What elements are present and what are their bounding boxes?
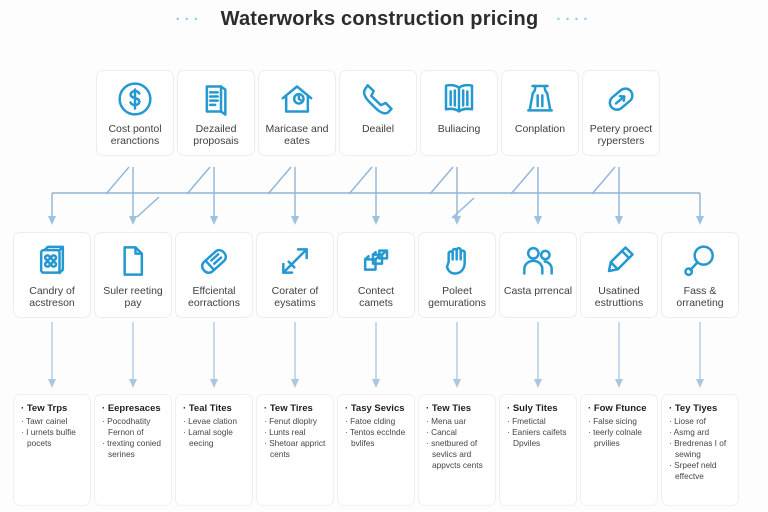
detail-item: Tentos ecclnde bvlifes xyxy=(345,427,411,449)
card-pencil: Usatined estruttions xyxy=(580,232,658,318)
battery-icon xyxy=(194,241,234,281)
detail-item: Fatoe clding xyxy=(345,416,411,427)
detail-item: Asmg ard xyxy=(669,427,735,438)
card-label: Suler reeting pay xyxy=(103,285,163,310)
detail-item: Eaniers caifets Dpviles xyxy=(507,427,573,449)
detail-box-6: Tew Ties Mena uar Cancal snetbured of se… xyxy=(418,394,496,506)
page-title: Waterworks construction pricing xyxy=(220,7,539,30)
pencil-icon xyxy=(599,241,639,281)
magnifier-icon xyxy=(680,241,720,281)
row1-to-row2-arrows xyxy=(48,166,704,225)
card-label: Buliacing xyxy=(437,123,481,135)
card-label: Effciental eorractions xyxy=(188,285,240,310)
card-phone: Deailel xyxy=(339,70,417,156)
card-calc: Candry of acstreson xyxy=(13,232,91,318)
card-people: Casta prrencal xyxy=(499,232,577,318)
card-label: Corater of eysatims xyxy=(271,285,319,310)
detail-box-9: Tey Tiyes Liose rof Asmg ard Bredrenas I… xyxy=(661,394,739,506)
file-icon xyxy=(113,241,153,281)
title-dots-right: ···· xyxy=(556,10,593,28)
detail-item: Fenut dloplry xyxy=(264,416,330,427)
key-icon xyxy=(601,79,641,119)
card-cost-control: Cost pontol eranctions xyxy=(96,70,174,156)
card-magnifier: Fass & orraneting xyxy=(661,232,739,318)
detail-box-header: Tew Ties xyxy=(426,403,492,414)
detail-item: Levae clation xyxy=(183,416,249,427)
detail-item: Pocodhatity Fernon of xyxy=(102,416,168,438)
card-label: Poleet gemurations xyxy=(428,285,486,310)
detail-box-row: Tew Trps Tawr cainel I urnets bulfie poc… xyxy=(13,394,739,506)
card-house: Maricase and eates xyxy=(258,70,336,156)
title-dots-left: ··· xyxy=(175,10,203,28)
card-label: Conplation xyxy=(514,123,566,135)
house-icon xyxy=(277,79,317,119)
document-icon xyxy=(196,79,236,119)
hand-icon xyxy=(437,241,477,281)
detail-box-header: Tey Tiyes xyxy=(669,403,735,414)
detail-box-header: Tew Tires xyxy=(264,403,330,414)
detail-box-header: Teal Tites xyxy=(183,403,249,414)
detail-box-2: Eepresaces Pocodhatity Fernon of trextin… xyxy=(94,394,172,506)
rocket-arrow-icon xyxy=(275,241,315,281)
card-label: Deailel xyxy=(361,123,395,135)
card-proposals: Dezailed proposais xyxy=(177,70,255,156)
detail-box-1: Tew Trps Tawr cainel I urnets bulfie poc… xyxy=(13,394,91,506)
people-icon xyxy=(518,241,558,281)
detail-item: snetbured of sevlics ard appvcts cents xyxy=(426,438,492,471)
detail-item: Liose rof xyxy=(669,416,735,427)
card-label: Dezailed proposais xyxy=(193,123,239,148)
detail-item: Lamal sogle eecing xyxy=(183,427,249,449)
row2-to-row3-arrows xyxy=(48,322,704,388)
dollar-circle-icon xyxy=(115,79,155,119)
detail-box-header: Tew Trps xyxy=(21,403,87,414)
detail-box-header: Eepresaces xyxy=(102,403,168,414)
card-battery: Effciental eorractions xyxy=(175,232,253,318)
detail-box-8: Fow Ftunce False sicing teerly colnale p… xyxy=(580,394,658,506)
detail-item: Tawr cainel xyxy=(21,416,87,427)
detail-item: Cancal xyxy=(426,427,492,438)
top-card-row: Cost pontol eranctions Dezailed proposai… xyxy=(96,70,660,156)
detail-item: teerly colnale prvilies xyxy=(588,427,654,449)
title-bar: ··· Waterworks construction pricing ···· xyxy=(0,3,768,35)
card-label: Fass & orraneting xyxy=(676,285,724,310)
card-label: Candry of acstreson xyxy=(29,285,75,310)
detail-item: Mena uar xyxy=(426,416,492,427)
detail-box-header: Suly Tites xyxy=(507,403,573,414)
detail-box-header: Fow Ftunce xyxy=(588,403,654,414)
detail-item: I urnets bulfie pocets xyxy=(21,427,87,449)
detail-item: Shetoar apprict cents xyxy=(264,438,330,460)
card-label: Usatined estruttions xyxy=(594,285,644,310)
detail-box-5: Tasy Sevics Fatoe clding Tentos ecclnde … xyxy=(337,394,415,506)
card-label: Petery proect rypersters xyxy=(589,123,653,148)
detail-box-header: Tasy Sevics xyxy=(345,403,411,414)
phone-icon xyxy=(358,79,398,119)
card-book: Buliacing xyxy=(420,70,498,156)
detail-item: Srpeef neld effectve xyxy=(669,460,735,482)
cubes-icon xyxy=(356,241,396,281)
detail-item: Bredrenas I of sewing xyxy=(669,438,735,460)
card-hand: Poleet gemurations xyxy=(418,232,496,318)
card-label: Cost pontol eranctions xyxy=(108,123,162,148)
detail-item: Fmetictal xyxy=(507,416,573,427)
card-label: Contect camets xyxy=(357,285,395,310)
detail-item: False sicing xyxy=(588,416,654,427)
card-cubes: Contect camets xyxy=(337,232,415,318)
detail-box-3: Teal Tites Levae clation Lamal sogle eec… xyxy=(175,394,253,506)
middle-card-row: Candry of acstreson Suler reeting pay Ef… xyxy=(13,232,739,318)
calc-box-icon xyxy=(32,241,72,281)
detail-box-4: Tew Tires Fenut dloplry Lunts real Sheto… xyxy=(256,394,334,506)
detail-item: Lunts real xyxy=(264,427,330,438)
card-label: Casta prrencal xyxy=(503,285,573,297)
book-icon xyxy=(439,79,479,119)
tower-icon xyxy=(520,79,560,119)
card-key: Petery proect rypersters xyxy=(582,70,660,156)
detail-item: trexting conied serines xyxy=(102,438,168,460)
card-label: Maricase and eates xyxy=(265,123,329,148)
card-rocket: Corater of eysatims xyxy=(256,232,334,318)
detail-box-7: Suly Tites Fmetictal Eaniers caifets Dpv… xyxy=(499,394,577,506)
card-file: Suler reeting pay xyxy=(94,232,172,318)
card-tower: Conplation xyxy=(501,70,579,156)
